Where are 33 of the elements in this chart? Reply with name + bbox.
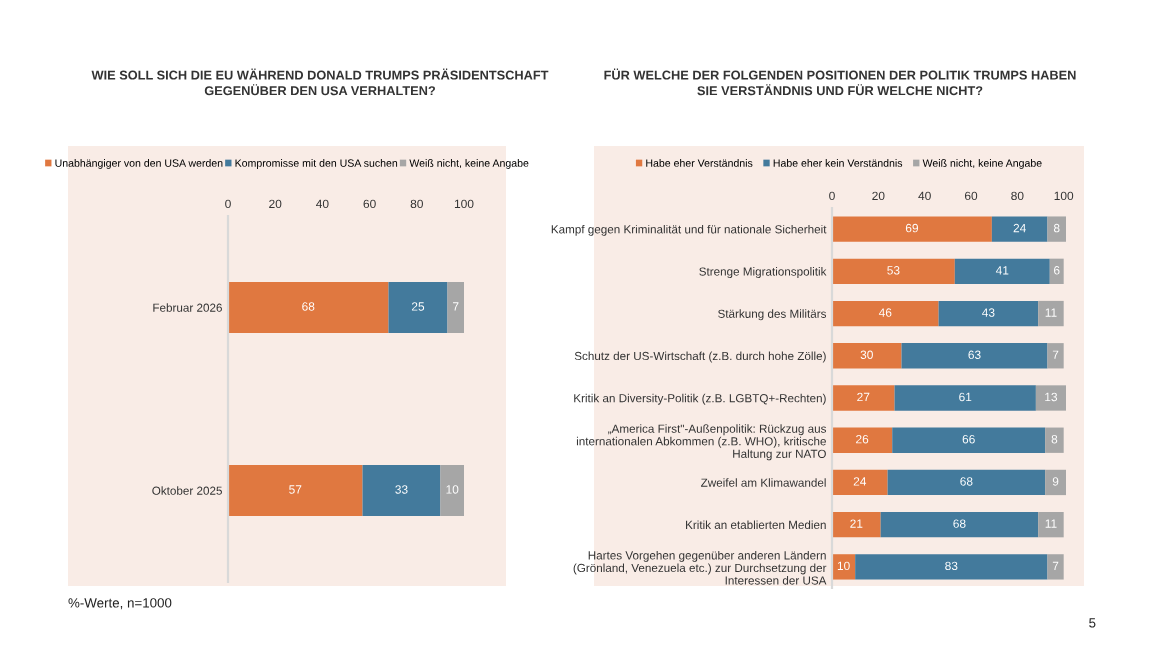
bar (855, 554, 1048, 580)
bar (991, 216, 1048, 242)
bar (887, 469, 1046, 496)
bar (1047, 216, 1066, 242)
bar (1049, 258, 1064, 284)
bar (440, 464, 464, 517)
bar (938, 300, 1039, 327)
bar (388, 281, 448, 334)
bar (832, 216, 992, 242)
bar (1035, 385, 1066, 411)
bar (1045, 427, 1064, 453)
bar (447, 281, 464, 334)
bar (228, 464, 363, 517)
bar (1045, 469, 1066, 496)
bar (1047, 343, 1064, 369)
bar (362, 464, 441, 517)
bar (832, 300, 939, 327)
bar (832, 343, 902, 369)
bar (228, 281, 389, 334)
bar (954, 258, 1050, 284)
bar (832, 385, 895, 411)
bar (880, 512, 1039, 538)
bar (832, 258, 955, 284)
bar (1038, 300, 1064, 327)
bar (1038, 512, 1064, 538)
bar (832, 554, 856, 580)
bar (894, 385, 1036, 411)
bar (832, 512, 881, 538)
bar (832, 469, 888, 496)
bar (832, 427, 893, 453)
bar (1047, 554, 1064, 580)
bar (901, 343, 1048, 369)
bar (892, 427, 1046, 453)
